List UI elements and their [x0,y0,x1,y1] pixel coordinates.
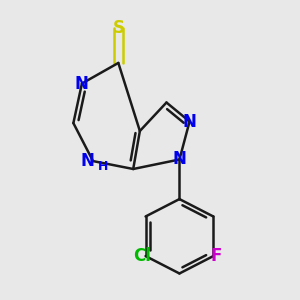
Text: N: N [75,74,89,92]
Text: N: N [183,112,196,130]
Text: H: H [98,160,108,173]
Text: N: N [172,151,186,169]
Text: S: S [112,19,124,37]
Text: Cl: Cl [134,247,151,265]
Text: N: N [81,152,94,170]
Text: F: F [211,247,222,265]
